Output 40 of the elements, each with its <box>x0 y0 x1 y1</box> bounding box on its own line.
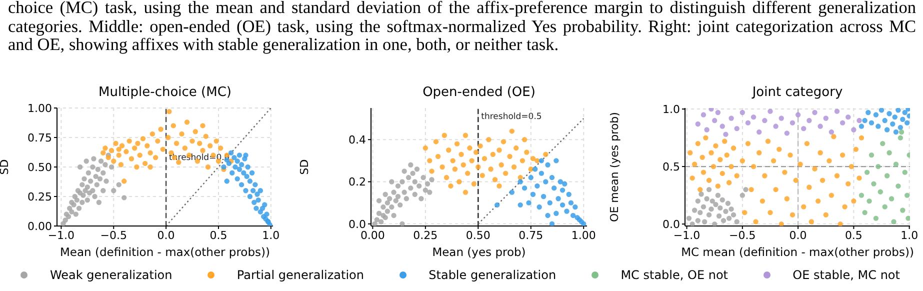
legend-label: MC stable, OE not <box>620 268 728 282</box>
x-tick-label: 0.25 <box>413 228 438 242</box>
x-tick-label: 0.50 <box>466 228 490 242</box>
x-tick-label: 1.0 <box>262 228 280 242</box>
chart-title: Open-ended (OE) <box>422 85 536 100</box>
y-tick-label: 0.0 <box>348 218 366 231</box>
x-tick-label: 1.00 <box>571 228 596 242</box>
legend-label: Partial generalization <box>236 268 364 282</box>
x-tick-label: −1.0 <box>673 228 700 242</box>
x-tick-label: 0.5 <box>844 228 862 242</box>
y-axis-title: SD <box>298 159 311 175</box>
x-tick-label: 1.0 <box>900 228 918 242</box>
y-tick-label: 0.2 <box>348 176 366 189</box>
x-tick-label: 0.00 <box>360 228 385 242</box>
x-tick-label: 0.0 <box>789 228 807 242</box>
y-axis-title: SD <box>0 159 11 175</box>
y-axis-title: OE mean (yes prob) <box>608 112 621 222</box>
y-tick-label: 0.0 <box>662 218 680 231</box>
x-tick-label: −0.5 <box>729 228 756 242</box>
legend-label: OE stable, MC not <box>792 268 900 282</box>
x-axis-title: MC mean (definition - max(other probs)) <box>680 245 915 259</box>
ref-line-label: threshold=0.5 <box>481 112 542 122</box>
chart-title: Multiple-choice (MC) <box>98 85 232 100</box>
y-tick-label: 0.25 <box>28 190 52 204</box>
x-tick-label: −0.5 <box>100 228 127 242</box>
y-tick-label: 0.5 <box>662 160 680 174</box>
legend-label: Stable generalization <box>428 268 556 282</box>
legend-label: Weak generalization <box>50 268 172 282</box>
y-tick-label: 0.4 <box>348 134 366 147</box>
x-tick-label: 0.75 <box>518 228 544 242</box>
x-axis-title: Mean (definition - max(other probs)) <box>59 245 271 259</box>
chart-title: Joint category <box>750 85 844 100</box>
y-tick-label: 0.50 <box>28 160 52 174</box>
y-tick-label: 1.00 <box>28 102 52 115</box>
text: choice (MC) task, using the mean and standard deviation of the affix-preference margin to distinguish different generalization categories. Middle: open-ended (OE) task, using the softmax-normalized Yes probability. Right: joint categorization across MC and OE, showing affixes with stable generalization in one, both, or neither task. <box>8 0 916 54</box>
y-tick-label: 0.75 <box>28 131 52 144</box>
x-axis-title: Mean (yes prob) <box>431 245 527 259</box>
y-tick-label: 1.0 <box>662 102 680 116</box>
x-tick-label: 0.5 <box>210 228 228 242</box>
x-tick-label: 0.0 <box>157 228 175 242</box>
